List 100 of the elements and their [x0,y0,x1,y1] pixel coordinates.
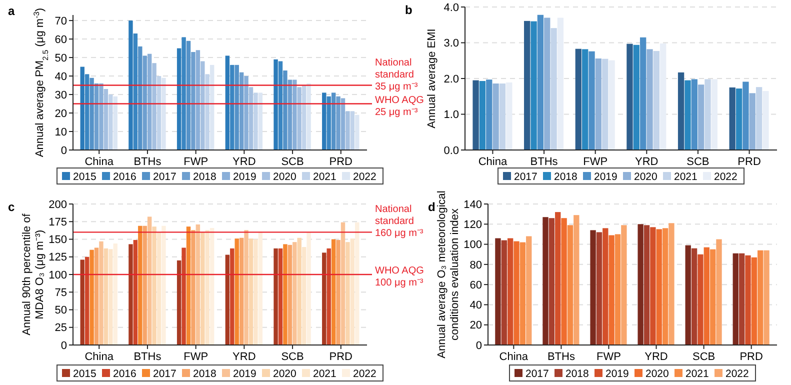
bar [234,64,239,150]
bar [244,76,248,150]
bar [758,250,764,345]
bar [182,248,186,345]
bar [582,49,588,150]
legend-label: 2018 [554,171,578,183]
y-tick-label: 3.0 [444,38,459,50]
y-tick-label: 100 [48,269,67,282]
bar [653,50,660,150]
legend-label: 2022 [714,171,738,183]
bar [133,33,138,150]
bar [248,238,254,345]
y-tick-label: 200 [48,198,67,211]
y-tick-label: 75 [54,286,67,299]
legend-label: 2019 [606,368,630,380]
bar [230,248,234,345]
bar [302,85,306,150]
bar [191,52,196,150]
bar [749,93,756,150]
x-tick-label: SCB [686,156,710,168]
y-axis-title: Annual 90th percentile of MDA8 O₃ (μg m⁻³) [21,212,46,336]
bar [574,215,580,345]
x-tick-label: BTHs [547,351,576,363]
bar [152,226,156,345]
bar [548,218,555,345]
bar [621,225,627,345]
y-axis-title: Annual average O₃ meteorological conditions evaluation index [436,190,461,358]
y-tick-label: 1.0 [444,109,459,122]
x-tick-label: China [478,156,508,168]
legend-label: 2019 [594,171,618,183]
legend-label: 2021 [686,368,710,380]
bar [326,96,331,150]
bar [142,56,147,150]
bar [94,83,99,150]
bar [346,111,350,150]
y-tick-label: 20 [54,108,67,120]
bar [561,218,567,345]
x-tick-label: PRD [329,351,353,363]
bar [499,84,506,150]
y-tick-label: 0 [60,340,67,352]
bar [588,51,595,150]
bar [239,72,244,150]
bar [340,222,346,345]
x-tick-label: China [84,351,114,363]
bar [176,260,182,345]
bar [230,64,234,150]
bar [258,92,263,150]
bar [162,78,166,150]
bar [542,217,548,345]
legend-label: 2019 [233,171,257,183]
bar [288,80,292,150]
ref-line-label: National standard 160 μg m⁻³ [375,204,424,240]
bar [660,43,666,150]
bar [104,88,108,150]
bar [147,216,152,345]
legend-label: 2015 [73,368,97,380]
bar [644,225,650,345]
x-tick-label: PRD [740,351,763,363]
bar [745,255,751,345]
y-axis-title: Annual average EMI [426,28,438,128]
bar [186,40,191,150]
y-tick-label: 2.0 [444,73,459,86]
ref-line-label: National standard 35 μg m⁻³ [375,57,418,92]
bar [84,74,90,150]
bar [711,79,718,150]
x-tick-label: YRD [232,351,256,363]
legend-label: 2016 [113,171,137,183]
bar [292,80,297,150]
legend-label: 2017 [153,171,177,183]
bar [340,98,346,150]
bar [274,59,278,150]
bar [336,96,340,150]
bar [495,238,501,345]
bar [176,48,182,150]
chart-title: a [8,4,15,18]
bar [283,244,288,345]
legend-label: 2021 [674,171,698,183]
bar [186,226,191,345]
bar [492,84,499,150]
bar [258,231,263,345]
bar [99,83,104,150]
bar [104,248,108,345]
bar [244,230,248,345]
bar [302,247,306,345]
bar [736,88,742,150]
x-tick-label: SCB [281,156,304,168]
bar [326,248,331,345]
bar [596,232,602,345]
bar [742,82,749,150]
x-tick-label: FWP [184,351,208,363]
y-tick-label: 120 [464,218,482,231]
y-tick-label: 30 [54,89,67,102]
y-tick-label: 125 [48,252,67,264]
bar [550,28,557,150]
bar [138,226,142,345]
bar [254,92,258,150]
x-tick-label: YRD [232,156,256,168]
bar [196,224,200,345]
bar [274,248,278,345]
bar [108,249,113,345]
